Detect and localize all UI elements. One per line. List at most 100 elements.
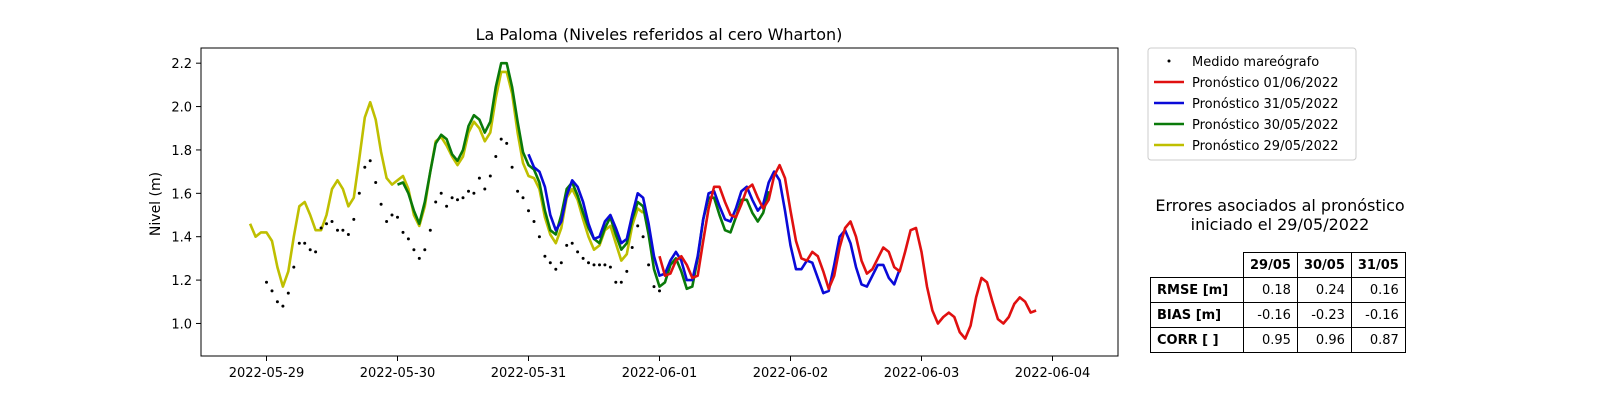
errors-title-line1: Errores asociados al pronóstico [1155, 196, 1405, 215]
data-point [505, 141, 509, 145]
data-point [406, 237, 410, 241]
data-point [494, 155, 498, 158]
errors-row-corr: CORR [ ] 0.95 0.96 0.87 [1150, 327, 1406, 353]
data-point [641, 235, 645, 239]
data-point [521, 196, 525, 200]
data-point [483, 187, 487, 191]
errors-title: Errores asociados al pronóstico iniciado… [1130, 196, 1430, 234]
data-point [488, 174, 492, 178]
data-point [417, 256, 421, 260]
errors-cell: 0.16 [1350, 277, 1406, 303]
data-point [565, 243, 569, 247]
data-point [445, 204, 449, 208]
data-point [625, 269, 629, 273]
data-point [396, 215, 399, 219]
data-point [352, 217, 356, 221]
y-axis-label: Nivel (m) [148, 172, 164, 236]
y-tick-label: 1.4 [171, 231, 192, 246]
data-point [477, 176, 481, 180]
data-point [636, 224, 640, 228]
errors-cell: 0.18 [1243, 277, 1298, 303]
data-point [428, 228, 432, 232]
data-point [374, 181, 378, 184]
chart-title: La Paloma (Niveles referidos al cero Wha… [476, 25, 843, 44]
errors-table: 29/05 30/05 31/05 RMSE [m] 0.18 0.24 0.1… [1150, 252, 1406, 353]
data-point [423, 248, 427, 252]
data-point [630, 246, 634, 249]
data-point [270, 289, 274, 293]
errors-header-row: 29/05 30/05 31/05 [1151, 252, 1406, 278]
data-point [412, 248, 416, 252]
x-tick-label: 2022-05-31 [491, 366, 567, 381]
data-point [652, 285, 656, 289]
legend: Medido mareógrafo Pronóstico 01/06/2022 Pr… [1147, 47, 1357, 161]
errors-cell: 0.24 [1296, 277, 1352, 303]
data-point [308, 248, 312, 252]
x-tick-label: 2022-05-29 [229, 366, 305, 381]
data-point [368, 159, 372, 163]
data-point [275, 300, 279, 304]
series-line [248, 70, 644, 288]
data-point [357, 191, 361, 195]
data-point [587, 261, 590, 265]
data-point [598, 263, 601, 267]
legend-label: Pronóstico 29/05/2022 [1192, 139, 1338, 154]
errors-row-label: CORR [ ] [1150, 327, 1244, 353]
legend-dot-swatch [1167, 59, 1171, 63]
errors-row-bias: BIAS [m] -0.16 -0.23 -0.16 [1150, 302, 1406, 328]
legend-label: Pronóstico 01/06/2022 [1192, 76, 1338, 91]
errors-cell: 0.96 [1296, 327, 1352, 353]
y-tick-label: 2.0 [171, 101, 192, 116]
data-point [581, 256, 585, 260]
data-point [281, 304, 285, 308]
data-point [286, 291, 290, 295]
x-tick-label: 2022-06-02 [753, 366, 829, 381]
data-point [499, 137, 503, 141]
y-tick-label: 1.8 [171, 144, 192, 159]
data-point [303, 241, 307, 245]
data-point [341, 228, 345, 232]
data-point [614, 280, 618, 284]
data-point [554, 267, 558, 271]
data-point [314, 250, 318, 254]
data-point [456, 198, 459, 202]
legend-label: Medido mareógrafo [1192, 55, 1319, 70]
errors-col-header: 30/05 [1296, 252, 1352, 278]
data-point [548, 261, 552, 265]
errors-title-line2: iniciado el 29/05/2022 [1190, 215, 1370, 234]
errors-col-header: 31/05 [1350, 252, 1406, 278]
data-point [363, 165, 367, 169]
errors-cell: 0.87 [1350, 327, 1406, 353]
data-point [319, 226, 323, 230]
data-point [647, 263, 651, 267]
legend-label: Pronóstico 31/05/2022 [1192, 97, 1338, 112]
data-point [330, 220, 334, 223]
x-tick-label: 2022-06-04 [1015, 366, 1091, 381]
data-point [516, 189, 520, 193]
data-point [576, 250, 580, 254]
data-point [570, 241, 574, 245]
legend-frame [1147, 47, 1357, 161]
data-point [532, 220, 536, 223]
series-line [658, 163, 1037, 340]
axes-layer: 2022-05-29 2022-05-30 2022-05-31 2022-06-01… [171, 47, 1119, 381]
data-point [543, 254, 547, 258]
x-tick-label: 2022-06-03 [884, 366, 960, 381]
y-tick-label: 2.2 [171, 57, 192, 72]
data-point [390, 213, 394, 217]
errors-cell: 0.95 [1243, 327, 1298, 353]
data-point [467, 189, 470, 193]
series-layer [248, 61, 1037, 340]
x-tick-label: 2022-06-01 [622, 366, 698, 381]
errors-cell: -0.23 [1296, 302, 1352, 328]
errors-cell: -0.16 [1243, 302, 1298, 328]
y-tick-label: 1.6 [171, 187, 192, 202]
errors-cell: -0.16 [1350, 302, 1406, 328]
data-point [510, 165, 514, 169]
data-point [592, 263, 596, 267]
data-point [559, 261, 563, 265]
data-point [379, 202, 383, 206]
data-point [472, 191, 476, 195]
